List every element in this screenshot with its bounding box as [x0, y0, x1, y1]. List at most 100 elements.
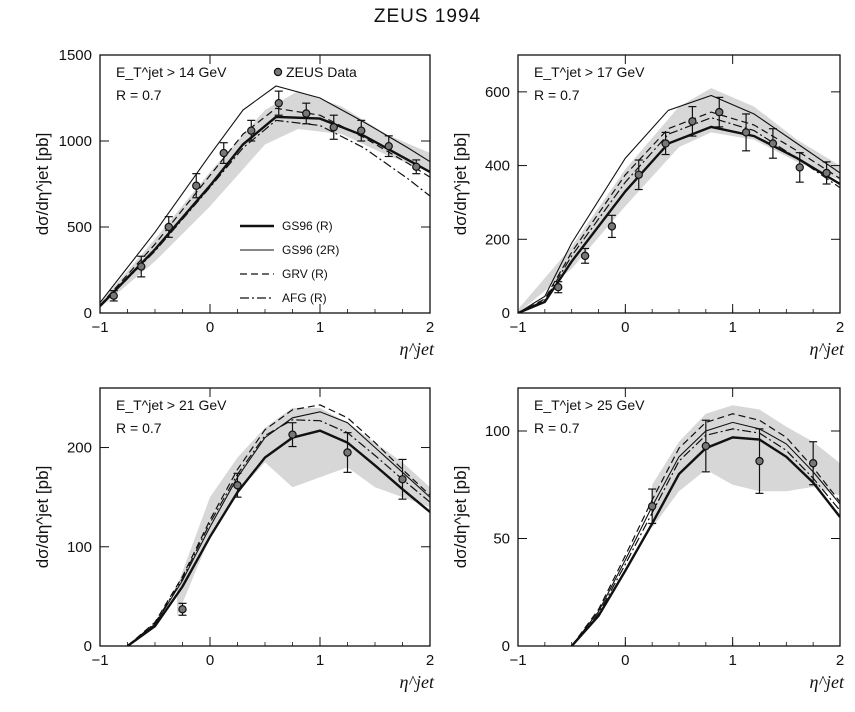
x-tick-label: 1 [728, 652, 736, 669]
data-point [661, 139, 670, 148]
data-point [233, 481, 242, 490]
y-tick-label: 0 [84, 305, 92, 322]
curve-afg-r [100, 119, 430, 307]
legend-entry-label: GS96 (2R) [282, 243, 339, 257]
y-tick-label: 100 [485, 423, 510, 440]
curve-grv-r [518, 111, 840, 313]
y-axis-label: dσ/dη^jet [pb] [33, 133, 52, 236]
radius-label: R = 0.7 [116, 87, 162, 103]
y-tick-label: 400 [485, 158, 510, 175]
data-point [554, 283, 563, 292]
y-tick-label: 0 [84, 638, 92, 655]
data-point [274, 98, 283, 108]
y-tick-label: 50 [493, 531, 510, 548]
legend-data-label: ZEUS Data [286, 64, 357, 80]
data-point [580, 251, 590, 261]
data-point [178, 605, 187, 614]
uncertainty-band [177, 407, 430, 617]
legend: ZEUS Data GS96 (R) GS96 (2R) GRV (R) AFG (R) [240, 64, 357, 305]
data-point [247, 126, 256, 135]
x-tick-label: 1 [728, 319, 736, 336]
data-point [634, 170, 643, 179]
data-point [701, 441, 711, 451]
uncertainty-band [100, 91, 430, 308]
x-tick-label: 2 [426, 319, 434, 336]
data-point [822, 168, 831, 178]
figure-title: ZEUS 1994 [373, 6, 482, 27]
et-cut-label: E_T^jet > 14 GeV [116, 64, 227, 80]
x-axis-label: η^jet [809, 672, 845, 692]
y-tick-label: 600 [485, 84, 510, 101]
data-point [137, 262, 146, 271]
curve-afg-r [518, 117, 840, 313]
data-point [647, 502, 657, 511]
y-axis-label: dσ/dη^jet [pb] [33, 466, 52, 569]
curve-grv-r [571, 413, 840, 646]
data-point [109, 291, 118, 300]
data-point [688, 117, 697, 126]
x-tick-label: 1 [316, 652, 324, 669]
legend-entry-label: GS96 (R) [282, 219, 333, 233]
x-tick-label: 0 [206, 652, 214, 669]
et-cut-label: E_T^jet > 17 GeV [534, 64, 645, 80]
data-point [357, 126, 366, 135]
x-axis-label: η^jet [399, 339, 435, 359]
uncertainty-band [652, 405, 840, 528]
y-tick-label: 500 [67, 219, 92, 236]
data-point [302, 109, 311, 118]
x-tick-label: −1 [509, 652, 526, 669]
x-tick-label: 2 [836, 652, 844, 669]
x-axis-label: η^jet [809, 339, 845, 359]
data-point [741, 128, 751, 137]
data-point [808, 459, 818, 468]
y-tick-label: 100 [67, 539, 92, 556]
curve-gs96-2r [100, 85, 430, 304]
radius-label: R = 0.7 [534, 87, 580, 103]
x-tick-label: 0 [621, 652, 629, 669]
data-point [768, 139, 778, 148]
y-axis-label: dσ/dη^jet [pb] [451, 133, 470, 236]
uncertainty-band [518, 88, 840, 313]
y-tick-label: 1500 [59, 47, 92, 64]
et-cut-label: E_T^jet > 25 GeV [534, 397, 645, 413]
radius-label: R = 0.7 [534, 420, 580, 436]
data-point [398, 475, 407, 484]
x-tick-label: 1 [316, 319, 324, 336]
data-point [192, 181, 201, 190]
x-axis-label: η^jet [399, 672, 435, 692]
data-point [715, 107, 724, 117]
et-cut-label: E_T^jet > 21 GeV [116, 397, 227, 413]
data-point [219, 148, 228, 158]
x-tick-label: −1 [91, 319, 108, 336]
legend-data-marker [273, 67, 283, 77]
data-point [384, 141, 393, 151]
data-point [288, 430, 297, 439]
curve-gs96-r [126, 429, 430, 646]
y-axis-label: dσ/dη^jet [pb] [451, 466, 470, 569]
legend-entry-label: AFG (R) [282, 291, 327, 305]
x-tick-label: 0 [621, 319, 629, 336]
curve-gs96-r [518, 125, 840, 313]
data-point [795, 163, 804, 172]
data-point [755, 456, 764, 466]
legend-entry-label: GRV (R) [282, 267, 328, 281]
data-point [607, 222, 617, 231]
x-tick-label: −1 [91, 652, 108, 669]
y-tick-label: 0 [502, 305, 510, 322]
y-tick-label: 1000 [59, 133, 92, 150]
y-tick-label: 200 [67, 440, 92, 457]
y-tick-label: 200 [485, 231, 510, 248]
data-point [343, 448, 352, 457]
curve-gs96-r [100, 115, 430, 307]
x-tick-label: −1 [509, 319, 526, 336]
data-point [164, 222, 173, 232]
radius-label: R = 0.7 [116, 420, 162, 436]
curve-grv-r [100, 107, 430, 306]
x-tick-label: 0 [206, 319, 214, 336]
y-tick-label: 0 [502, 638, 510, 655]
